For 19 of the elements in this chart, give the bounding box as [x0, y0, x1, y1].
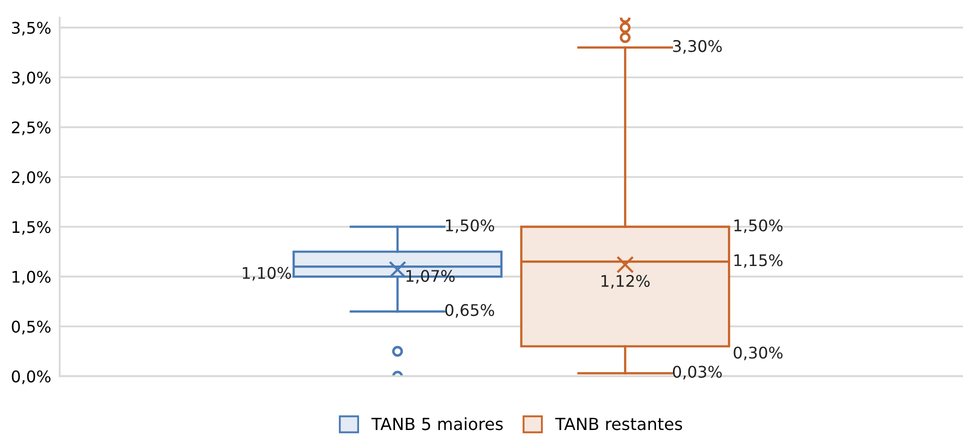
text: 0,30%	[734, 346, 783, 360]
y-tick-label: 3,0%	[12, 72, 50, 86]
y-tick-label: 2,5%	[12, 121, 50, 136]
y-tick-label: 0,0%	[12, 370, 50, 384]
text: 1,15%	[734, 254, 783, 268]
text: 1,12%	[602, 274, 650, 289]
text: 1,10%	[242, 266, 291, 281]
y-tick-label: 2,0%	[12, 171, 50, 185]
legend-label: TANB restantes	[555, 418, 682, 430]
y-tick-label: 0,5%	[12, 320, 50, 334]
text: 1,50%	[446, 219, 494, 234]
text: 3,30%	[673, 40, 722, 54]
text: 0,65%	[445, 304, 494, 318]
text: 1,50%	[734, 219, 783, 234]
y-tick-label: 3,5%	[12, 22, 50, 36]
text: 0,03%	[672, 366, 722, 380]
legend-label: TANB 5 maiores	[371, 417, 503, 430]
y-tick-label: 1,5%	[12, 220, 50, 235]
y-tick-label: 1,0%	[12, 270, 50, 285]
